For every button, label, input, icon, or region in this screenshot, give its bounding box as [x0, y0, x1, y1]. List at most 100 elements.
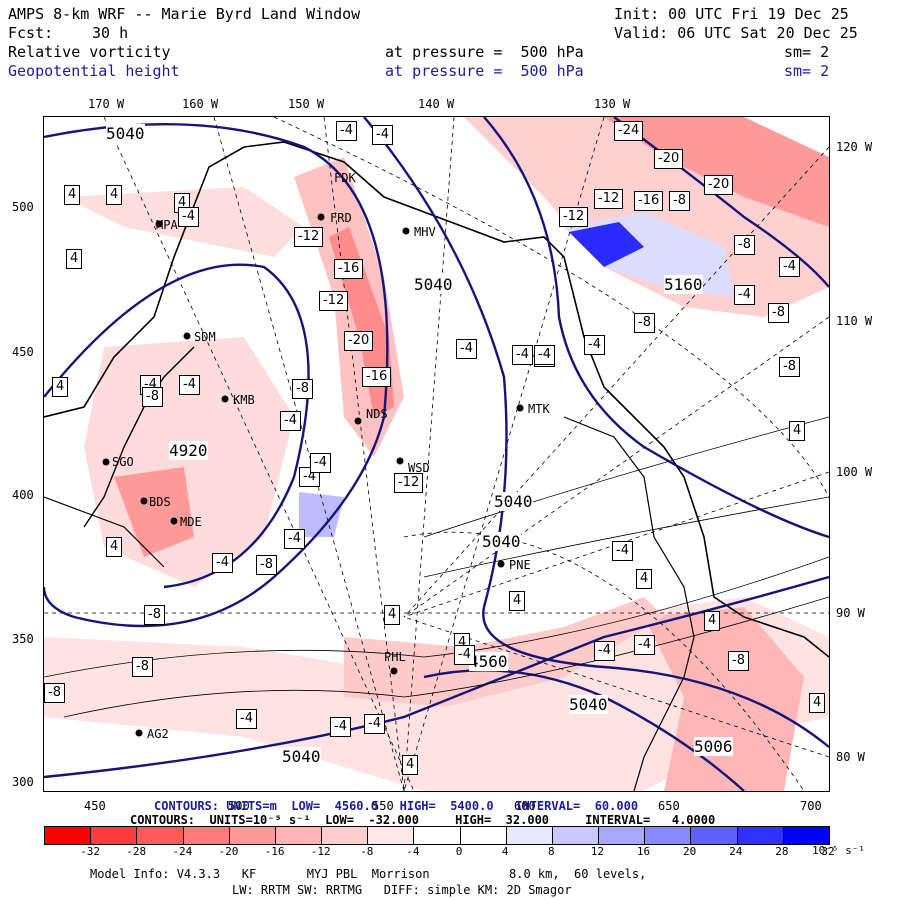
field2-name: Geopotential height: [8, 62, 180, 80]
color-bar-label: -16: [264, 845, 285, 858]
station-dot: [354, 417, 362, 425]
station-dot: [497, 560, 505, 568]
station-label: WSD: [408, 461, 430, 475]
height-label: 5006: [694, 737, 733, 756]
map-svg: [44, 117, 829, 791]
left-y-label: 500: [12, 200, 34, 214]
vorticity-box-label: 4: [789, 421, 806, 441]
model-info-line1: Model Info: V4.3.3 KF MYJ PBL Morrison 8…: [90, 867, 647, 881]
vorticity-box-label: -8: [634, 313, 655, 333]
fcst-value: 30 h: [92, 24, 129, 42]
station-label: FRD: [330, 211, 352, 225]
color-bar-label: 16: [636, 845, 651, 858]
height-label: 5040: [106, 124, 145, 143]
right-lon-label: 90 W: [836, 606, 865, 620]
color-bar-label: -4: [406, 845, 420, 858]
right-lon-label: 80 W: [836, 750, 865, 764]
vorticity-box-label: 4: [636, 569, 653, 589]
station-label: KMB: [233, 393, 255, 407]
color-bar-segment: [322, 827, 369, 844]
coastline: [563, 416, 695, 791]
vorticity-box-label: 4: [809, 693, 826, 713]
station-dot: [516, 404, 524, 412]
vorticity-box-label: -12: [294, 227, 324, 247]
color-bar-label: 0: [455, 845, 463, 858]
color-bar-label: -20: [218, 845, 239, 858]
vorticity-box-label: -16: [634, 191, 664, 211]
station-dot: [135, 729, 143, 737]
vorticity-box-label: 4: [384, 605, 401, 625]
station-label: SDM: [194, 330, 216, 344]
vorticity-box-label: -8: [44, 683, 65, 703]
station-label: SGO: [112, 455, 134, 469]
top-lon-label: 150 W: [288, 97, 325, 111]
vorticity-box-label: -8: [144, 605, 165, 625]
vorticity-box-label: 4: [66, 249, 83, 269]
height-contour: [44, 263, 310, 589]
station-dot: [183, 332, 191, 340]
station-dot: [102, 458, 110, 466]
color-bar-label: 4: [501, 845, 509, 858]
color-bar-segment: [414, 827, 461, 844]
vorticity-box-label: 4: [704, 611, 721, 631]
model-title: AMPS 8-km WRF -- Marie Byrd Land Window: [8, 5, 361, 23]
vorticity-box-label: -4: [284, 529, 305, 549]
vorticity-box-label: -8: [728, 651, 749, 671]
station-dot: [155, 220, 163, 228]
right-lon-label: 120 W: [836, 140, 873, 154]
graticule-line: [403, 316, 829, 618]
vorticity-box-label: -8: [142, 387, 163, 407]
vorticity-box-label: -12: [559, 207, 589, 227]
bottom-x-label: 550: [372, 799, 394, 813]
station-dot: [140, 497, 148, 505]
vorticity-box-label: -8: [292, 379, 313, 399]
vorticity-box-label: -8: [734, 235, 755, 255]
graticule-line: [103, 117, 415, 791]
station-dot: [396, 457, 404, 465]
color-bar-segment: [460, 827, 507, 844]
vorticity-box-label: -8: [669, 191, 690, 211]
vorticity-shading-band: [114, 467, 194, 557]
vorticity-box-label: -4: [280, 411, 301, 431]
color-bar-segment: [783, 827, 829, 844]
vorticity-box-label: 4: [509, 591, 526, 611]
color-bar: [44, 826, 830, 845]
vorticity-box-label: -4: [336, 121, 357, 141]
field1-name: Relative vorticity: [8, 43, 171, 61]
vorticity-box-label: -4: [534, 345, 555, 365]
color-bar-segment: [645, 827, 692, 844]
station-label: AG2: [147, 727, 169, 741]
top-lon-label: 160 W: [182, 97, 219, 111]
vorticity-box-label: -4: [179, 375, 200, 395]
color-bar-unit: 10⁻⁵ s⁻¹: [812, 844, 865, 857]
vorticity-box-label: -16: [334, 259, 364, 279]
bottom-x-label: 650: [658, 799, 680, 813]
graticule-line: [403, 616, 829, 758]
vorticity-box-label: -4: [612, 541, 633, 561]
station-dot: [221, 395, 229, 403]
color-bar-segment: [691, 827, 738, 844]
station-label: MDE: [180, 515, 202, 529]
vorticity-box-label: -20: [344, 331, 374, 351]
graticule-line: [323, 117, 405, 791]
color-bar-segment: [91, 827, 138, 844]
vorticity-contour: [423, 496, 829, 578]
vorticity-box-label: -8: [132, 657, 153, 677]
height-contour-info: CONTOURS: UNITS=m LOW= 4560.0 HIGH= 5400…: [154, 799, 639, 813]
color-bar-segment: [137, 827, 184, 844]
coastline: [44, 141, 829, 658]
station-dot: [317, 213, 325, 221]
field2-sm: sm= 2: [784, 62, 830, 80]
top-lon-label: 140 W: [418, 97, 455, 111]
station-label: MTK: [528, 402, 550, 416]
height-label: 4920: [169, 441, 208, 460]
station-dot: [170, 517, 178, 525]
color-bar-label: -12: [310, 845, 331, 858]
vorticity-box-label: -20: [654, 149, 684, 169]
vorticity-box-label: -4: [594, 641, 615, 661]
vorticity-box-label: -4: [734, 285, 755, 305]
coastline: [44, 496, 165, 568]
vorticity-box-label: -4: [310, 453, 331, 473]
vorticity-box-label: 4: [106, 185, 123, 205]
color-bar-label: 32: [821, 845, 835, 858]
